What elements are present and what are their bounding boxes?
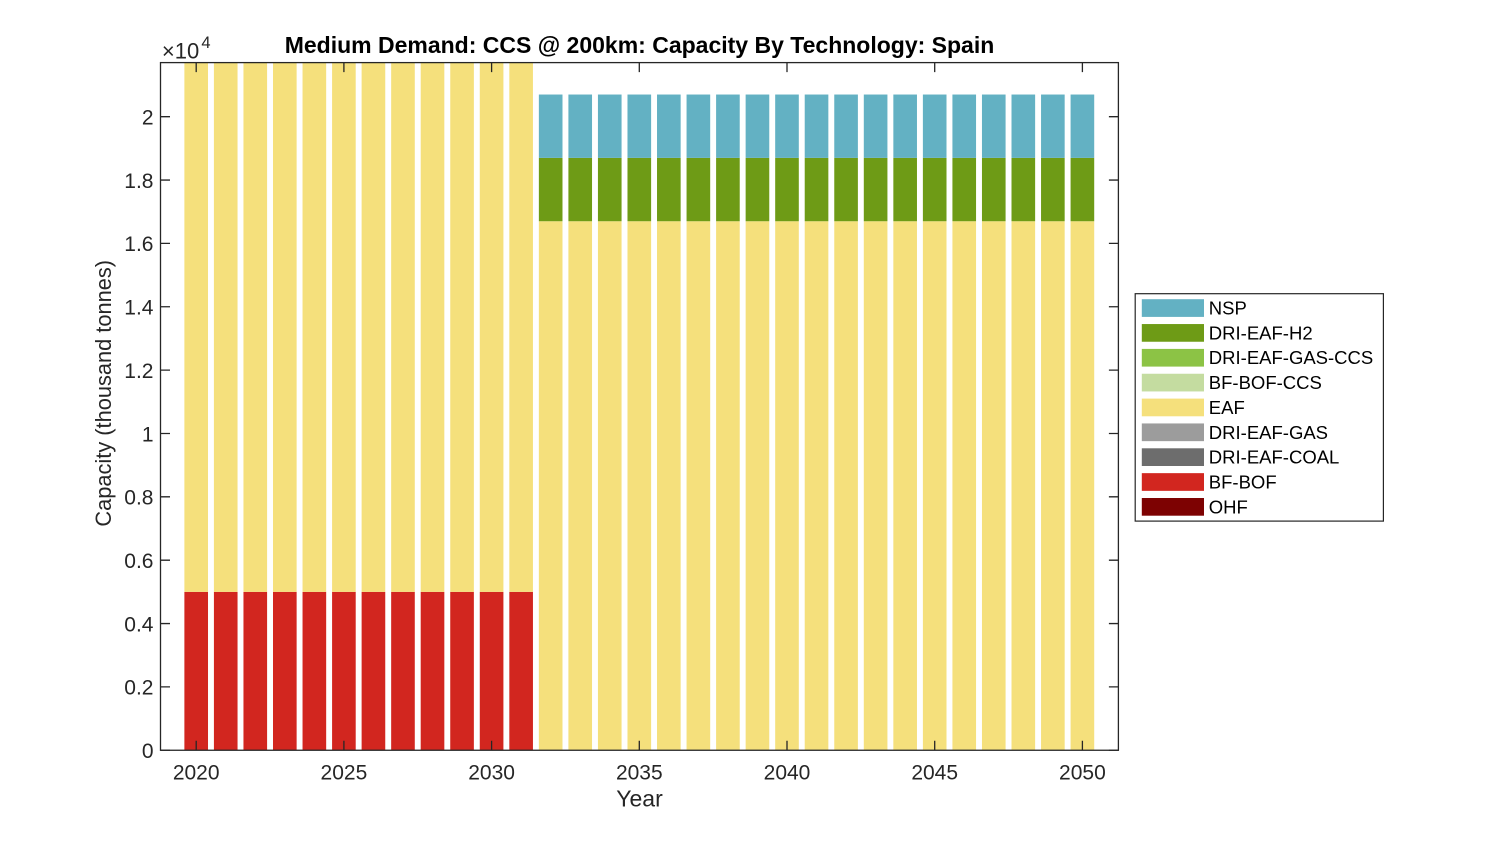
svg-text:2025: 2025 bbox=[321, 761, 368, 784]
svg-text:2050: 2050 bbox=[1059, 761, 1106, 784]
svg-text:0.2: 0.2 bbox=[124, 677, 153, 700]
svg-text:BF-BOF-CCS: BF-BOF-CCS bbox=[1209, 372, 1322, 393]
svg-text:0.6: 0.6 bbox=[124, 550, 153, 573]
svg-text:2020: 2020 bbox=[173, 761, 220, 784]
svg-text:×104: ×10 4 bbox=[162, 34, 211, 64]
svg-text:Year: Year bbox=[616, 786, 663, 812]
svg-text:1.6: 1.6 bbox=[124, 233, 153, 256]
svg-text:DRI-EAF-GAS-CCS: DRI-EAF-GAS-CCS bbox=[1209, 347, 1373, 368]
svg-text:BF-BOF: BF-BOF bbox=[1209, 471, 1277, 492]
svg-text:2045: 2045 bbox=[911, 761, 958, 784]
svg-text:0.4: 0.4 bbox=[124, 613, 154, 636]
svg-text:2035: 2035 bbox=[616, 761, 663, 784]
svg-text:DRI-EAF-COAL: DRI-EAF-COAL bbox=[1209, 447, 1340, 468]
svg-text:0: 0 bbox=[142, 740, 154, 763]
svg-text:DRI-EAF-GAS: DRI-EAF-GAS bbox=[1209, 422, 1328, 443]
svg-text:Medium Demand: CCS @ 200km: Ca: Medium Demand: CCS @ 200km: Capacity By … bbox=[285, 32, 995, 58]
svg-text:Capacity (thousand tonnes): Capacity (thousand tonnes) bbox=[91, 260, 116, 527]
svg-text:1.4: 1.4 bbox=[124, 297, 154, 320]
svg-text:DRI-EAF-H2: DRI-EAF-H2 bbox=[1209, 322, 1313, 343]
svg-text:EAF: EAF bbox=[1209, 397, 1245, 418]
svg-text:2: 2 bbox=[142, 107, 154, 130]
svg-text:2030: 2030 bbox=[468, 761, 515, 784]
svg-text:OHF: OHF bbox=[1209, 496, 1248, 517]
svg-text:0.8: 0.8 bbox=[124, 487, 153, 510]
svg-text:1: 1 bbox=[142, 423, 154, 446]
svg-text:1.2: 1.2 bbox=[124, 360, 153, 383]
svg-text:1.8: 1.8 bbox=[124, 170, 153, 193]
svg-text:NSP: NSP bbox=[1209, 298, 1247, 319]
svg-text:2040: 2040 bbox=[764, 761, 811, 784]
